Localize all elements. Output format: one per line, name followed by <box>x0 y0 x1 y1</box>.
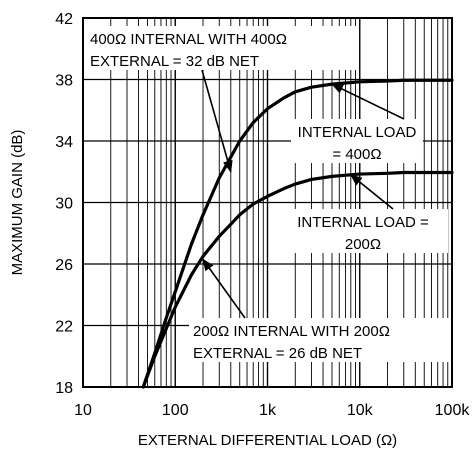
annotation-background <box>86 26 358 70</box>
y-tick-label: 30 <box>55 196 73 213</box>
y-tick-label: 34 <box>55 134 73 151</box>
annotation-background <box>189 318 451 362</box>
annotation-2: INTERNAL LOAD = 400Ω <box>291 83 423 163</box>
y-tick-label: 18 <box>55 380 73 397</box>
x-tick-label: 1k <box>259 402 277 419</box>
annotation-1: 400Ω INTERNAL WITH 400Ω EXTERNAL = 32 dB … <box>86 26 358 173</box>
annotation-3: INTERNAL LOAD = 200Ω <box>278 174 448 253</box>
annotation-background <box>291 119 423 163</box>
series-line-1 <box>141 78 454 389</box>
annotation-4: 200Ω INTERNAL WITH 200Ω EXTERNAL = 26 dB … <box>189 258 451 362</box>
y-tick-label: 26 <box>55 257 73 274</box>
annotation-text-line: INTERNAL LOAD <box>298 124 417 141</box>
plot-border <box>82 17 453 388</box>
annotation-text-line: 400Ω INTERNAL WITH 400Ω <box>90 31 287 48</box>
y-tick-label: 22 <box>55 319 73 336</box>
annotation-arrow <box>202 258 246 319</box>
y-tick-label: 38 <box>55 73 73 90</box>
x-axis-title: EXTERNAL DIFFERENTIAL LOAD (Ω) <box>138 432 397 449</box>
annotation-text-line: INTERNAL LOAD = <box>297 214 429 231</box>
series-layer <box>141 78 454 389</box>
annotation-arrow <box>201 69 233 173</box>
annotations-layer: 400Ω INTERNAL WITH 400Ω EXTERNAL = 32 dB … <box>86 26 451 362</box>
y-tick-label: 42 <box>55 11 73 28</box>
y-axis-title: MAXIMUM GAIN (dB) <box>9 130 26 276</box>
x-tick-label: 100k <box>435 402 471 419</box>
annotation-text-line: EXTERNAL = 32 dB NET <box>90 53 259 70</box>
x-tick-label: 10 <box>74 402 92 419</box>
annotation-text-line: 200Ω <box>345 236 381 253</box>
series-line-2 <box>141 170 454 389</box>
annotation-background <box>278 209 448 253</box>
annotation-arrow <box>331 83 405 120</box>
annotation-text-line: EXTERNAL = 26 dB NET <box>193 345 362 362</box>
x-tick-label: 10k <box>347 402 374 419</box>
x-tick-label: 100 <box>162 402 189 419</box>
annotation-arrow <box>350 174 394 210</box>
annotation-text-line: = 400Ω <box>332 146 381 163</box>
axes: 10 100 1k 10k 100k 18 22 26 30 34 38 42 <box>55 11 470 419</box>
annotation-text-line: 200Ω INTERNAL WITH 200Ω <box>193 323 390 340</box>
